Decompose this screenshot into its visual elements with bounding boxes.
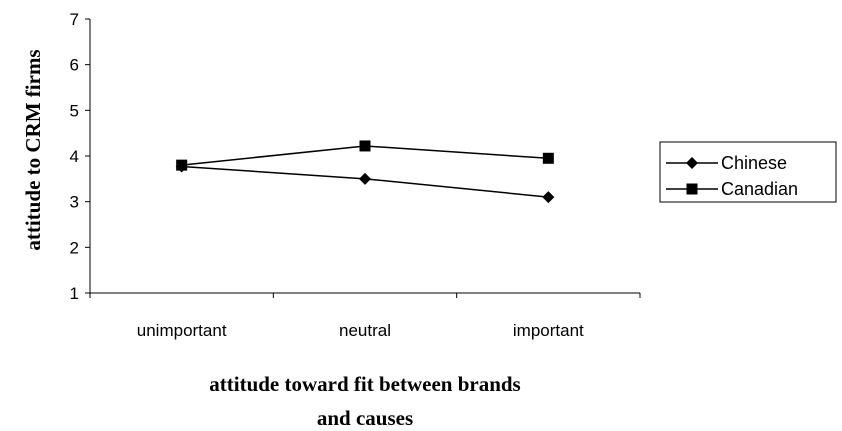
y-tick-label: 1 xyxy=(70,284,79,303)
legend: Chinese Canadian xyxy=(659,141,837,203)
y-tick-label: 3 xyxy=(70,193,79,212)
data-point-canadian xyxy=(176,159,188,171)
x-axis-title-line-1: attitude toward fit between brands xyxy=(209,372,520,396)
x-tick-label: important xyxy=(513,321,584,340)
y-tick-label: 7 xyxy=(70,10,79,29)
x-tick-label: neutral xyxy=(339,321,391,340)
legend-label-canadian: Canadian xyxy=(721,179,798,199)
x-tick-label: unimportant xyxy=(137,321,227,340)
y-axis: 1 2 3 4 5 6 7 xyxy=(70,10,91,303)
x-axis-title-line-2: and causes xyxy=(317,406,413,430)
y-axis-title: attitude to CRM firms xyxy=(21,49,45,250)
series-chinese xyxy=(175,160,555,204)
series-layer xyxy=(175,140,555,204)
y-tick-label: 6 xyxy=(70,56,79,75)
data-point-canadian xyxy=(359,140,371,152)
legend-marker-chinese xyxy=(686,157,698,169)
data-point-chinese xyxy=(542,191,555,204)
y-tick-label: 4 xyxy=(70,147,79,166)
x-axis: unimportant neutral important xyxy=(89,292,641,340)
data-point-canadian xyxy=(542,152,554,164)
series-canadian xyxy=(176,140,554,171)
y-tick-label: 5 xyxy=(70,101,79,120)
y-tick-label: 2 xyxy=(70,238,79,257)
legend-marker-canadian xyxy=(686,183,698,195)
legend-label-chinese: Chinese xyxy=(721,153,787,173)
data-point-chinese xyxy=(359,172,371,185)
